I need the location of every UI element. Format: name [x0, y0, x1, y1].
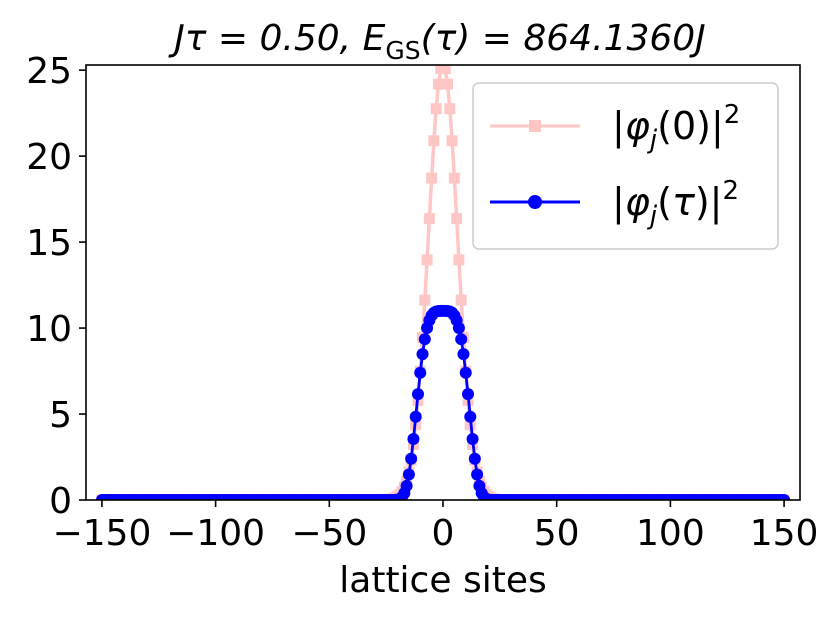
legend-label-1: |φj(τ)|2 [612, 176, 739, 231]
data-point [778, 494, 791, 500]
x-axis: −150 −100 −50 0 50 100 150 [52, 500, 818, 554]
x-tick-label: −50 [291, 513, 367, 554]
x-tick-label: −100 [166, 513, 265, 554]
legend-label-0: |φj(0)|2 [612, 100, 740, 155]
data-point [459, 366, 472, 379]
data-point [464, 410, 477, 423]
y-tick-label: 20 [26, 137, 72, 178]
plot-frame [85, 64, 801, 501]
chart-title-part2: (τ) = 864.1360J [421, 18, 706, 59]
legend-marker [528, 195, 542, 209]
data-point [452, 322, 465, 335]
y-tick-label: 5 [49, 395, 72, 436]
data-point [430, 103, 442, 115]
x-tick-label: 100 [636, 513, 705, 554]
legend-item-1: |φj(τ)|2 [490, 176, 739, 231]
data-point [418, 333, 431, 346]
data-point [442, 78, 454, 90]
data-point [409, 410, 422, 423]
data-point [402, 468, 415, 481]
legend: |φj(0)|2 |φj(τ)|2 [472, 82, 779, 250]
y-axis: 0 5 10 15 20 25 [26, 51, 86, 522]
data-point [428, 135, 440, 147]
chart-title-subscript: GS [385, 36, 420, 65]
data-point [439, 65, 451, 75]
data-point [414, 366, 427, 379]
y-tick-label: 10 [26, 309, 72, 350]
data-point [471, 468, 484, 481]
data-point [423, 213, 435, 225]
x-tick-label: −150 [52, 513, 151, 554]
data-point [407, 432, 420, 445]
data-point [457, 348, 470, 361]
y-tick-label: 25 [26, 51, 72, 92]
data-point [435, 65, 447, 75]
plot-area [95, 65, 791, 500]
data-point [421, 254, 433, 266]
legend-item-0: |φj(0)|2 [490, 100, 740, 155]
data-point [466, 432, 479, 445]
series-line-1 [101, 309, 785, 500]
data-point [426, 172, 438, 184]
data-point [446, 135, 458, 147]
data-point [444, 103, 456, 115]
data-point [419, 294, 431, 306]
data-point [448, 172, 460, 184]
y-tick-label: 0 [49, 481, 72, 522]
x-tick-label: 0 [432, 513, 455, 554]
data-point [455, 333, 468, 346]
x-tick-label: 50 [534, 513, 580, 554]
data-point [453, 254, 465, 266]
series-1 [95, 304, 791, 500]
chart-title-part1: Jτ = 0.50, E [168, 18, 385, 59]
data-point [468, 452, 481, 465]
data-point [451, 213, 463, 225]
y-tick-label: 15 [26, 223, 72, 264]
data-point [405, 452, 418, 465]
data-point [416, 348, 429, 361]
data-point [437, 65, 449, 69]
data-point [462, 388, 475, 401]
data-point [411, 388, 424, 401]
data-point [455, 294, 467, 306]
legend-marker [529, 120, 541, 132]
legend-box [472, 82, 779, 250]
x-axis-label: lattice sites [339, 560, 546, 601]
x-tick-label: 150 [750, 513, 819, 554]
data-point [400, 479, 413, 492]
data-point [432, 78, 444, 90]
chart-title: Jτ = 0.50, EGS(τ) = 864.1360J [168, 18, 706, 65]
